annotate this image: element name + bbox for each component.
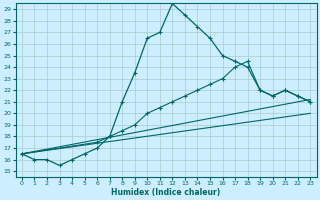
- X-axis label: Humidex (Indice chaleur): Humidex (Indice chaleur): [111, 188, 221, 197]
